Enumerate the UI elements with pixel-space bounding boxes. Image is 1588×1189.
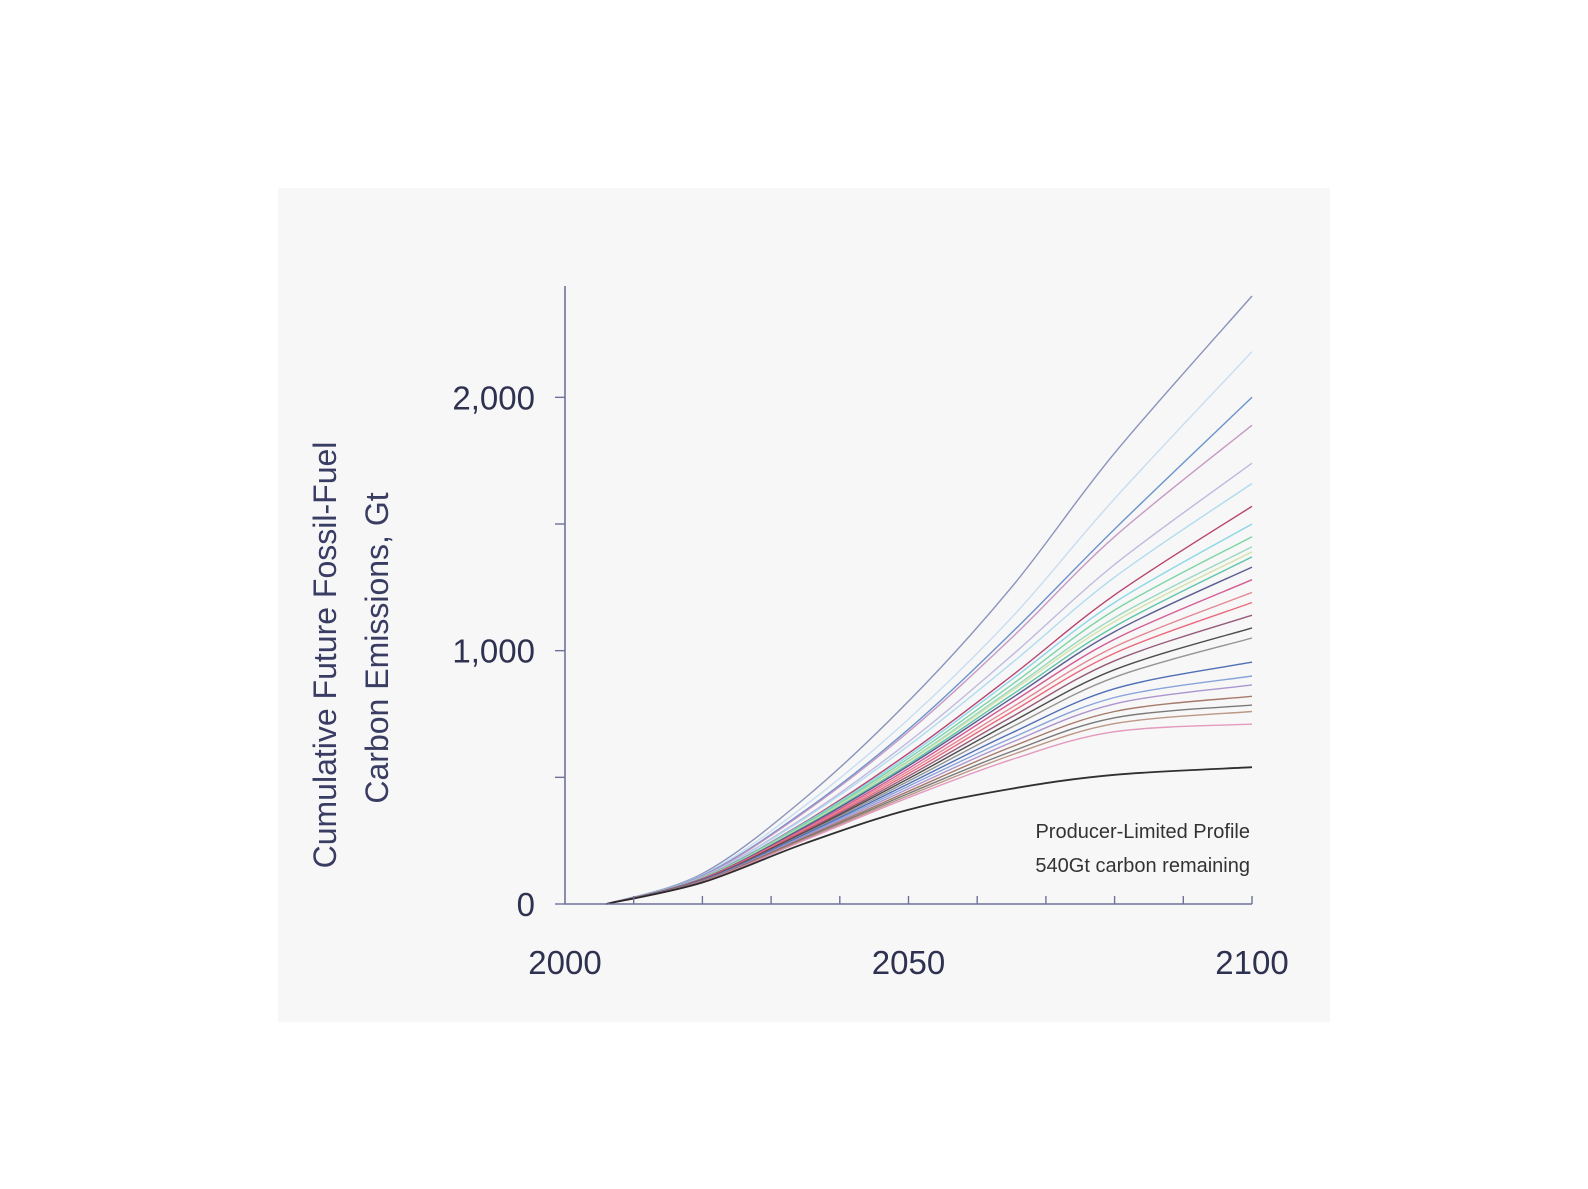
series-line-2 [605,351,1253,905]
series-line-27 [606,766,1253,905]
y-axis-label-line-1: Cumulative Future Fossil-Fuel [307,442,343,869]
y-axis-label-line-2: Carbon Emissions, Gt [359,492,395,803]
x-tick-label-2000: 2000 [528,944,601,981]
series-layer [605,295,1253,905]
series-line-13 [606,566,1253,905]
series-line-1 [605,295,1253,905]
x-tick-label-2050: 2050 [872,944,945,981]
annotation-line-1: Producer-Limited Profile [1035,821,1250,843]
series-line-9 [606,536,1253,905]
x-tick-label-2100: 2100 [1215,944,1288,981]
y-tick-label-2: 1,000 [452,633,535,670]
ticks-layer: 2000 2050 2100 0 1,000 2,000 [452,379,1288,981]
annotation-line-2: 540Gt carbon remaining [1035,855,1250,877]
y-tick-label-3: 2,000 [452,379,535,416]
axes-layer [564,286,1252,905]
y-tick-label-1: 0 [517,886,535,923]
